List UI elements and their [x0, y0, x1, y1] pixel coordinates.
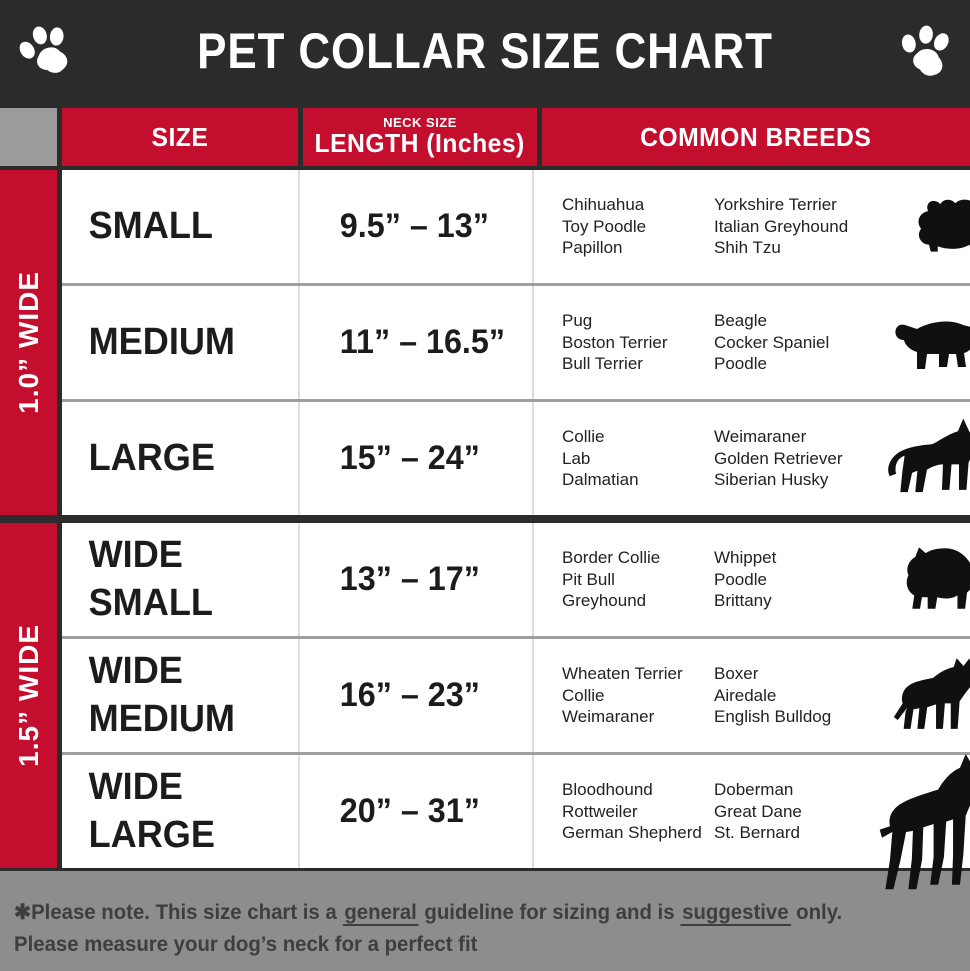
footnote-text: only.: [790, 901, 843, 924]
length-cell: 16” – 23”: [298, 639, 520, 752]
table-row-medium: MEDIUM 11” – 16.5” Pug Boston Terrier Bu…: [62, 283, 970, 399]
breeds-cell: Border Collie Pit Bull Greyhound Whippet…: [532, 523, 970, 636]
breed-list: Whippet Poodle Brittany: [714, 547, 777, 611]
doberman-dog-icon: [879, 754, 970, 890]
pomeranian-dog-icon: [918, 199, 970, 252]
breed-list: Bloodhound Rottweiler German Shepherd: [562, 779, 702, 843]
header-neck-size-label: NECK SIZE: [383, 115, 457, 130]
breed-list: Chihuahua Toy Poodle Papillon: [562, 194, 647, 258]
group-width-band: 1.0” WIDE: [0, 170, 57, 515]
footnote-text: ✱Please note. This size chart is a: [14, 901, 343, 924]
size-cell: WIDE LARGE: [88, 766, 215, 856]
header-size-label: SIZE: [151, 121, 209, 152]
header-length-label: LENGTH (Inches): [314, 128, 526, 158]
length-cell: 20” – 31”: [298, 755, 520, 868]
table-row-large: LARGE 15” – 24” Collie Lab Dalmatian Wei…: [62, 399, 970, 515]
table-row-small: SMALL 9.5” – 13” Chihuahua Toy Poodle Pa…: [62, 170, 970, 283]
footnote-text: guideline for sizing and is: [418, 901, 681, 924]
footnote-line-2: Please measure your dog’s neck for a per…: [14, 932, 478, 956]
group-width-label: 1.5” WIDE: [12, 624, 44, 767]
breed-list: Border Collie Pit Bull Greyhound: [562, 547, 661, 611]
group-width-band: 1.5” WIDE: [0, 523, 57, 868]
german-shepherd-dog-icon: [888, 417, 970, 492]
table-row-wide-medium: WIDE MEDIUM 16” – 23” Wheaten Terrier Co…: [62, 636, 970, 752]
size-cell: WIDE SMALL: [88, 534, 213, 624]
group-width-label: 1.0” WIDE: [12, 271, 44, 414]
breeds-cell: Pug Boston Terrier Bull Terrier Beagle C…: [532, 286, 970, 399]
table-header-row: SIZE NECK SIZE LENGTH (Inches) COMMON BR…: [0, 108, 970, 166]
bulldog-dog-icon: [906, 546, 970, 609]
footnote-underlined-general: general: [342, 901, 419, 926]
breed-list: Doberman Great Dane St. Bernard: [714, 779, 802, 843]
header-common-breeds: COMMON BREEDS: [542, 108, 970, 166]
length-cell: 13” – 17”: [298, 523, 520, 636]
size-cell: WIDE MEDIUM: [88, 650, 236, 740]
breed-list: Wheaten Terrier Collie Weimaraner: [562, 663, 683, 727]
pitbull-dog-icon: [893, 657, 970, 729]
header-corner-cell: [0, 108, 57, 166]
breed-list: Boxer Airedale English Bulldog: [714, 663, 832, 727]
footnote-line-1: ✱Please note. This size chart is a gener…: [14, 897, 928, 929]
group-rows: WIDE SMALL 13” – 17” Border Collie Pit B…: [62, 523, 970, 890]
footnote-underlined-suggestive: suggestive: [680, 901, 791, 926]
size-cell: MEDIUM: [88, 320, 236, 363]
table-row-wide-large: WIDE LARGE 20” – 31” Bloodhound Rottweil…: [62, 752, 970, 890]
size-cell: LARGE: [88, 436, 215, 479]
header-breeds-label: COMMON BREEDS: [640, 121, 872, 152]
header-neck-size-length: NECK SIZE LENGTH (Inches): [303, 108, 537, 166]
beagle-dog-icon: [895, 321, 970, 369]
width-group-1-inch: 1.0” WIDE SMALL 9.5” – 13” Chihuahua Toy…: [0, 170, 970, 515]
breed-list: Weimaraner Golden Retriever Siberian Hus…: [714, 426, 843, 490]
paw-icon: [19, 26, 68, 73]
breed-list: Yorkshire Terrier Italian Greyhound Shih…: [714, 194, 849, 258]
breeds-cell: Collie Lab Dalmatian Weimaraner Golden R…: [532, 402, 970, 515]
breeds-cell: Chihuahua Toy Poodle Papillon Yorkshire …: [532, 170, 970, 283]
page-title: PET COLLAR SIZE CHART: [197, 23, 773, 79]
breeds-cell: Wheaten Terrier Collie Weimaraner Boxer …: [532, 639, 970, 752]
paw-icon: [901, 25, 949, 76]
size-cell: SMALL: [88, 204, 213, 247]
breed-list: Collie Lab Dalmatian: [562, 426, 639, 490]
breeds-cell: Bloodhound Rottweiler German Shepherd Do…: [532, 754, 970, 890]
length-cell: 15” – 24”: [298, 402, 520, 515]
table-row-wide-small: WIDE SMALL 13” – 17” Border Collie Pit B…: [62, 523, 970, 636]
breed-list: Beagle Cocker Spaniel Poodle: [714, 310, 830, 374]
width-group-1-5-inch: 1.5” WIDE WIDE SMALL 13” – 17” Border Co…: [0, 523, 970, 890]
footnote: ✱Please note. This size chart is a gener…: [0, 871, 970, 971]
header-size: SIZE: [62, 108, 298, 166]
length-cell: 9.5” – 13”: [298, 170, 520, 283]
group-rows: SMALL 9.5” – 13” Chihuahua Toy Poodle Pa…: [62, 170, 970, 515]
length-cell: 11” – 16.5”: [298, 286, 520, 399]
title-bar: PET COLLAR SIZE CHART: [0, 0, 970, 102]
breed-list: Pug Boston Terrier Bull Terrier: [562, 310, 668, 374]
